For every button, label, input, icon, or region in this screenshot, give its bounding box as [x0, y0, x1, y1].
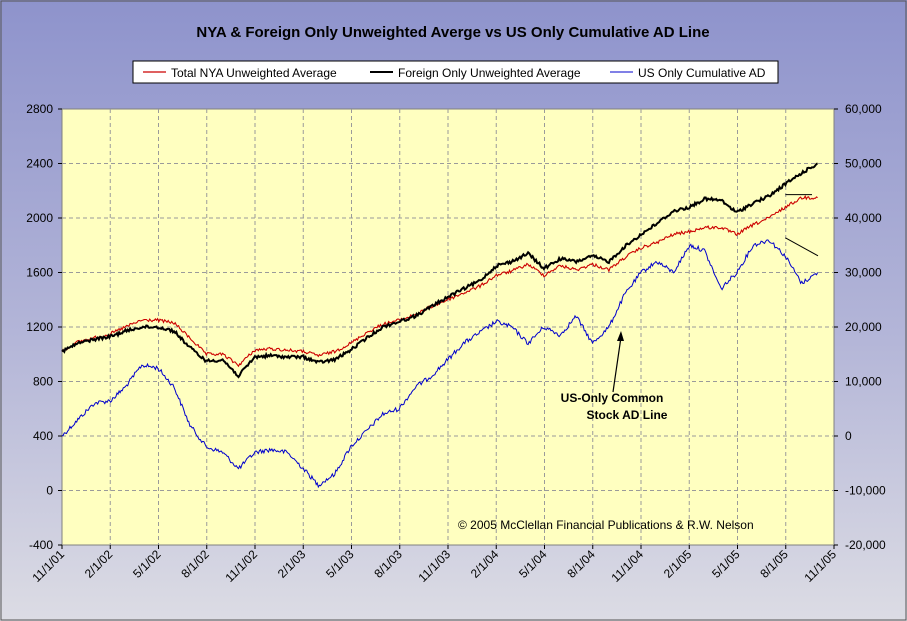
annotation-line-1: US-Only Common	[561, 391, 664, 405]
left-tick-label: 1600	[26, 266, 53, 280]
right-tick-label: 10,000	[845, 375, 882, 389]
legend-label-foreign: Foreign Only Unweighted Average	[398, 66, 581, 80]
annotation-arrowhead	[617, 331, 624, 341]
right-tick-label: 50,000	[845, 157, 882, 171]
left-tick-label: -400	[29, 538, 53, 552]
legend-box	[132, 60, 779, 84]
series-line-us	[61, 239, 819, 489]
series-line-foreign	[61, 162, 818, 379]
right-tick-label: -20,000	[845, 538, 886, 552]
legend: Total NYA Unweighted Average Foreign Onl…	[132, 60, 779, 84]
left-tick-label: 800	[33, 375, 53, 389]
trendline-us	[785, 237, 819, 257]
legend-label-nya: Total NYA Unweighted Average	[171, 66, 337, 80]
left-tick-label: 2400	[26, 157, 53, 171]
right-tick-label: 0	[845, 429, 852, 443]
left-tick-label: 1200	[26, 320, 53, 334]
right-axis: 60,000 50,000 40,000 30,000 20,000 10,000 0 -10…	[834, 102, 886, 552]
right-tick-label: -10,000	[845, 484, 886, 498]
right-tick-label: 40,000	[845, 211, 882, 225]
left-tick-label: 2000	[26, 211, 53, 225]
left-axis: 2800 2400 2000 1600 1200 800 400 0 -400	[26, 102, 62, 552]
left-tick-label: 0	[46, 484, 53, 498]
annotation: US-Only Common Stock AD Line	[561, 331, 668, 422]
legend-label-us: US Only Cumulative AD	[638, 66, 766, 80]
right-tick-label: 60,000	[845, 102, 882, 116]
right-tick-label: 20,000	[845, 320, 882, 334]
right-tick-label: 30,000	[845, 266, 882, 280]
trendlines	[785, 194, 819, 257]
annotation-arrow	[612, 336, 622, 393]
left-tick-label: 2800	[26, 102, 53, 116]
chart-title: NYA & Foreign Only Unweighted Averge vs …	[196, 24, 709, 41]
annotation-line-2: Stock AD Line	[587, 408, 668, 422]
series-layer	[61, 162, 819, 489]
copyright: © 2005 McClellan Financial Publications …	[458, 518, 754, 532]
left-tick-label: 400	[33, 429, 53, 443]
